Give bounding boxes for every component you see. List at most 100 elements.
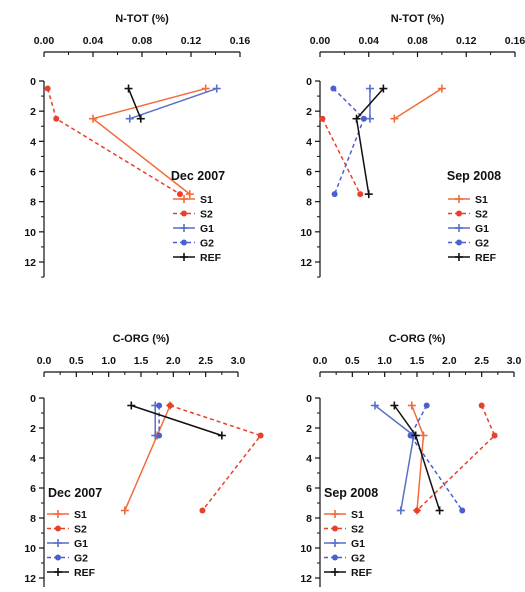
y-tick-label: 12 <box>300 257 312 269</box>
data-point-s1 <box>437 84 446 93</box>
y-tick-label: 8 <box>306 513 312 525</box>
x-tick-label: 0.0 <box>37 355 52 367</box>
legend-label-g1: G1 <box>74 538 88 550</box>
legend-label-ref: REF <box>475 252 497 264</box>
chart-panel-3: C-ORG (%) 0.0 0.5 1.0 1.5 2.0 2.5 3.0 0 2 4 6 8 10 12 D… <box>24 333 264 592</box>
legend-label-s2: S2 <box>351 524 364 536</box>
legend-label-g2: G2 <box>200 238 214 250</box>
y-tick-label: 4 <box>306 136 312 148</box>
x-tick-label: 1.5 <box>134 355 149 367</box>
y-tick-label: 0 <box>306 393 312 405</box>
legend-marker-ref <box>180 253 188 261</box>
legend-label-g1: G1 <box>351 538 365 550</box>
x-tick-label: 1.0 <box>101 355 116 367</box>
legend-marker-g1 <box>331 539 339 547</box>
y-tick-label: 6 <box>30 167 36 179</box>
data-point-g2 <box>360 115 367 122</box>
data-point-g2 <box>156 432 163 439</box>
legend-marker-s2 <box>332 525 338 532</box>
data-point-s1 <box>419 431 428 440</box>
series-line-s2 <box>46 88 181 195</box>
y-tick-label: 2 <box>306 106 312 118</box>
data-point-s1 <box>120 506 129 515</box>
legend-marker-g2 <box>332 554 338 561</box>
data-point-g2 <box>156 402 163 409</box>
series-line-g2 <box>409 405 463 511</box>
legend-marker-g2 <box>181 239 187 246</box>
data-point-s1 <box>201 84 210 93</box>
legend-marker-ref <box>455 253 463 261</box>
panel-annotation: Sep 2008 <box>447 169 501 183</box>
legend-label-ref: REF <box>351 567 373 579</box>
panel-annotation: Sep 2008 <box>324 486 378 500</box>
y-tick-label: 0 <box>30 393 36 405</box>
legend: S1 S2 G1 G2 REF <box>173 194 222 264</box>
x-tick-label: 2.0 <box>442 355 457 367</box>
series-line-s2 <box>416 405 496 512</box>
x-tick-label: 2.5 <box>474 355 489 367</box>
series-ref <box>352 84 388 199</box>
y-tick-label: 4 <box>30 453 36 465</box>
y-tick-label: 12 <box>300 573 312 585</box>
data-point-ref <box>411 431 420 440</box>
data-point-ref <box>352 114 361 123</box>
x-tick-label: 1.5 <box>410 355 425 367</box>
legend-label-ref: REF <box>74 567 96 579</box>
legend-marker-ref <box>331 568 339 576</box>
series-s2 <box>414 402 498 514</box>
y-tick-label: 12 <box>24 573 36 585</box>
data-point-g1 <box>365 84 374 93</box>
panel-annotation: Dec 2007 <box>48 486 102 500</box>
chart-panel-2: N-TOT (%) 0.00 0.04 0.08 0.12 0.16 0 2 4 6 8 10 12 Se… <box>300 13 525 278</box>
data-point-g2 <box>407 432 414 439</box>
data-point-s2 <box>357 191 364 198</box>
x-axis-title: C-ORG (%) <box>113 333 170 345</box>
x-tick-label: 2.0 <box>166 355 181 367</box>
legend-label-g2: G2 <box>475 238 489 250</box>
legend: S1 S2 G1 G2 REF <box>448 194 497 264</box>
data-point-s2 <box>491 432 498 439</box>
legend-label-s1: S1 <box>74 509 87 521</box>
series-g2 <box>407 402 466 514</box>
series-s1 <box>120 401 175 515</box>
y-tick-label: 10 <box>300 227 312 239</box>
legend-label-s1: S1 <box>200 194 213 206</box>
series-line-s2 <box>169 404 262 511</box>
series-s2 <box>167 402 264 514</box>
data-point-s2 <box>478 402 485 409</box>
legend-label-s1: S1 <box>475 194 488 206</box>
series-line-ref <box>127 88 142 119</box>
data-point-s1 <box>407 401 416 410</box>
series-s2 <box>319 115 364 198</box>
y-tick-label: 10 <box>300 543 312 555</box>
series-line-ref <box>393 405 441 511</box>
data-point-s2 <box>44 85 51 92</box>
data-point-ref <box>390 401 399 410</box>
data-point-ref <box>127 401 136 410</box>
legend-marker-g1 <box>54 539 62 547</box>
series-line-g1 <box>374 404 415 511</box>
series-line-s1 <box>124 405 171 511</box>
x-tick-label: 0.08 <box>407 35 428 47</box>
x-tick-label: 0.5 <box>69 355 84 367</box>
legend: S1 S2 G1 G2 REF <box>47 509 96 579</box>
legend-marker-s1 <box>54 510 62 518</box>
data-point-s1 <box>185 190 194 199</box>
data-point-s2 <box>167 402 174 409</box>
y-tick-label: 0 <box>306 76 312 88</box>
x-tick-label: 0.00 <box>34 35 55 47</box>
legend-label-s1: S1 <box>351 509 364 521</box>
series-ref <box>124 84 145 123</box>
data-point-g2 <box>459 507 466 514</box>
x-tick-label: 1.0 <box>377 355 392 367</box>
legend-label-g2: G2 <box>351 553 365 565</box>
y-tick-label: 2 <box>306 423 312 435</box>
data-point-ref <box>379 84 388 93</box>
data-point-g1 <box>396 506 405 515</box>
legend-label-g1: G1 <box>475 223 489 235</box>
legend-label-s2: S2 <box>200 209 213 221</box>
legend-marker-g1 <box>180 224 188 232</box>
series-line-ref <box>131 404 223 437</box>
data-point-ref <box>217 431 226 440</box>
